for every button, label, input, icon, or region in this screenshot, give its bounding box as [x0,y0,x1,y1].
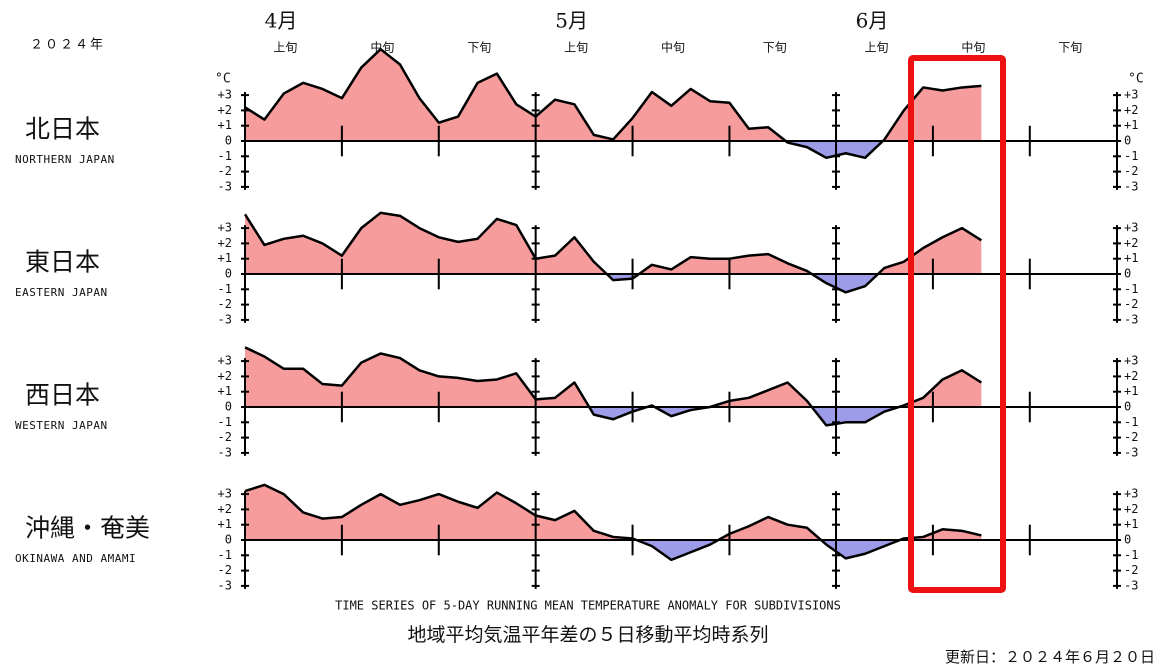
y-tick-label: -3 [1124,578,1138,592]
y-tick-label: +1 [218,118,232,132]
y-tick-label: +3 [1124,354,1138,368]
y-tick-label: 0 [225,400,232,414]
y-tick-label: -1 [218,149,232,163]
y-tick-label: +3 [1124,221,1138,235]
negative-area [245,141,982,158]
panel-subtitle: WESTERN JAPAN [15,419,108,432]
y-tick-label: -1 [1124,149,1138,163]
positive-area [245,49,982,141]
y-tick-label: -3 [1124,312,1138,326]
anomaly-line [244,483,982,562]
month-label: 5月 [555,9,588,33]
y-tick-label: +3 [218,221,232,235]
y-tick-label: 0 [1124,134,1131,148]
month-label: 6月 [856,9,889,33]
y-tick-label: +2 [218,369,232,383]
y-tick-label: -1 [1124,282,1138,296]
y-tick-label: +3 [1124,88,1138,102]
anomaly-line [244,47,982,160]
dekad-label: 下旬 [467,41,491,55]
dekad-label: 上旬 [864,41,888,55]
y-tick-label: +2 [218,502,232,516]
y-tick-label: -2 [218,563,232,577]
y-tick-label: -2 [218,164,232,178]
y-tick-label: +2 [1124,236,1138,250]
chart-title: 地域平均気温平年差の５日移動平均時系列 [407,624,768,646]
panel-subtitle: OKINAWA AND AMAMI [15,552,136,565]
panel-subtitle: EASTERN JAPAN [15,286,108,299]
y-tick-label: +1 [218,384,232,398]
y-tick-label: 0 [1124,267,1131,281]
y-tick-label: -2 [1124,297,1138,311]
y-tick-label: -1 [1124,548,1138,562]
y-tick-label: +1 [218,251,232,265]
y-tick-label: +2 [218,236,232,250]
dekad-label: 下旬 [763,41,787,55]
y-tick-label: +1 [1124,251,1138,265]
negative-area [245,407,982,426]
unit-label: °C [215,72,231,87]
positive-area [245,484,982,540]
y-tick-label: -1 [218,415,232,429]
y-tick-label: 0 [225,134,232,148]
updated-date: 更新日：２０２４年６月２０日 [945,648,1155,666]
month-label: 4月 [265,9,298,33]
dekad-label: 中旬 [961,40,985,55]
panel-title: 北日本 [25,115,100,144]
year-label: ２０２４年 [30,38,105,53]
y-tick-label: 0 [225,267,232,281]
dekad-label: 中旬 [661,40,685,55]
y-tick-label: +1 [1124,517,1138,531]
dekad-label: 下旬 [1058,41,1082,55]
y-tick-label: +3 [218,354,232,368]
y-tick-label: +2 [1124,369,1138,383]
y-tick-label: -1 [218,548,232,562]
y-tick-label: -2 [1124,563,1138,577]
y-tick-label: +3 [218,487,232,501]
y-tick-label: +1 [1124,118,1138,132]
y-tick-label: -2 [1124,164,1138,178]
negative-area [245,274,982,293]
y-tick-label: -3 [218,578,232,592]
dekad-label: 上旬 [564,41,588,55]
dekad-label: 中旬 [370,40,394,55]
y-tick-label: -3 [1124,179,1138,193]
y-tick-label: -3 [1124,445,1138,459]
y-tick-label: 0 [1124,400,1131,414]
dekad-label: 上旬 [273,41,297,55]
y-tick-label: 0 [225,533,232,547]
y-tick-label: -3 [218,312,232,326]
positive-area [245,212,982,274]
panel-title: 東日本 [25,248,100,277]
caption: TIME SERIES OF 5-DAY RUNNING MEAN TEMPER… [335,599,841,613]
anomaly-line [244,346,983,427]
anomaly-line [243,211,983,294]
panel-title: 西日本 [25,381,100,410]
y-tick-label: +3 [1124,487,1138,501]
y-tick-label: -1 [218,282,232,296]
panel-subtitle: NORTHERN JAPAN [15,153,115,166]
highlight-box [908,55,1006,593]
y-tick-label: +2 [1124,103,1138,117]
y-tick-label: +1 [1124,384,1138,398]
y-tick-label: +3 [218,88,232,102]
y-tick-label: +2 [1124,502,1138,516]
y-tick-label: -2 [1124,430,1138,444]
y-tick-label: -3 [218,445,232,459]
y-tick-label: +1 [218,517,232,531]
y-tick-label: 0 [1124,533,1131,547]
y-tick-label: -2 [218,297,232,311]
unit-label: °C [1128,72,1144,87]
y-tick-label: -3 [218,179,232,193]
y-tick-label: -2 [218,430,232,444]
panel-title: 沖縄・奄美 [25,514,150,543]
y-tick-label: -1 [1124,415,1138,429]
y-tick-label: +2 [218,103,232,117]
